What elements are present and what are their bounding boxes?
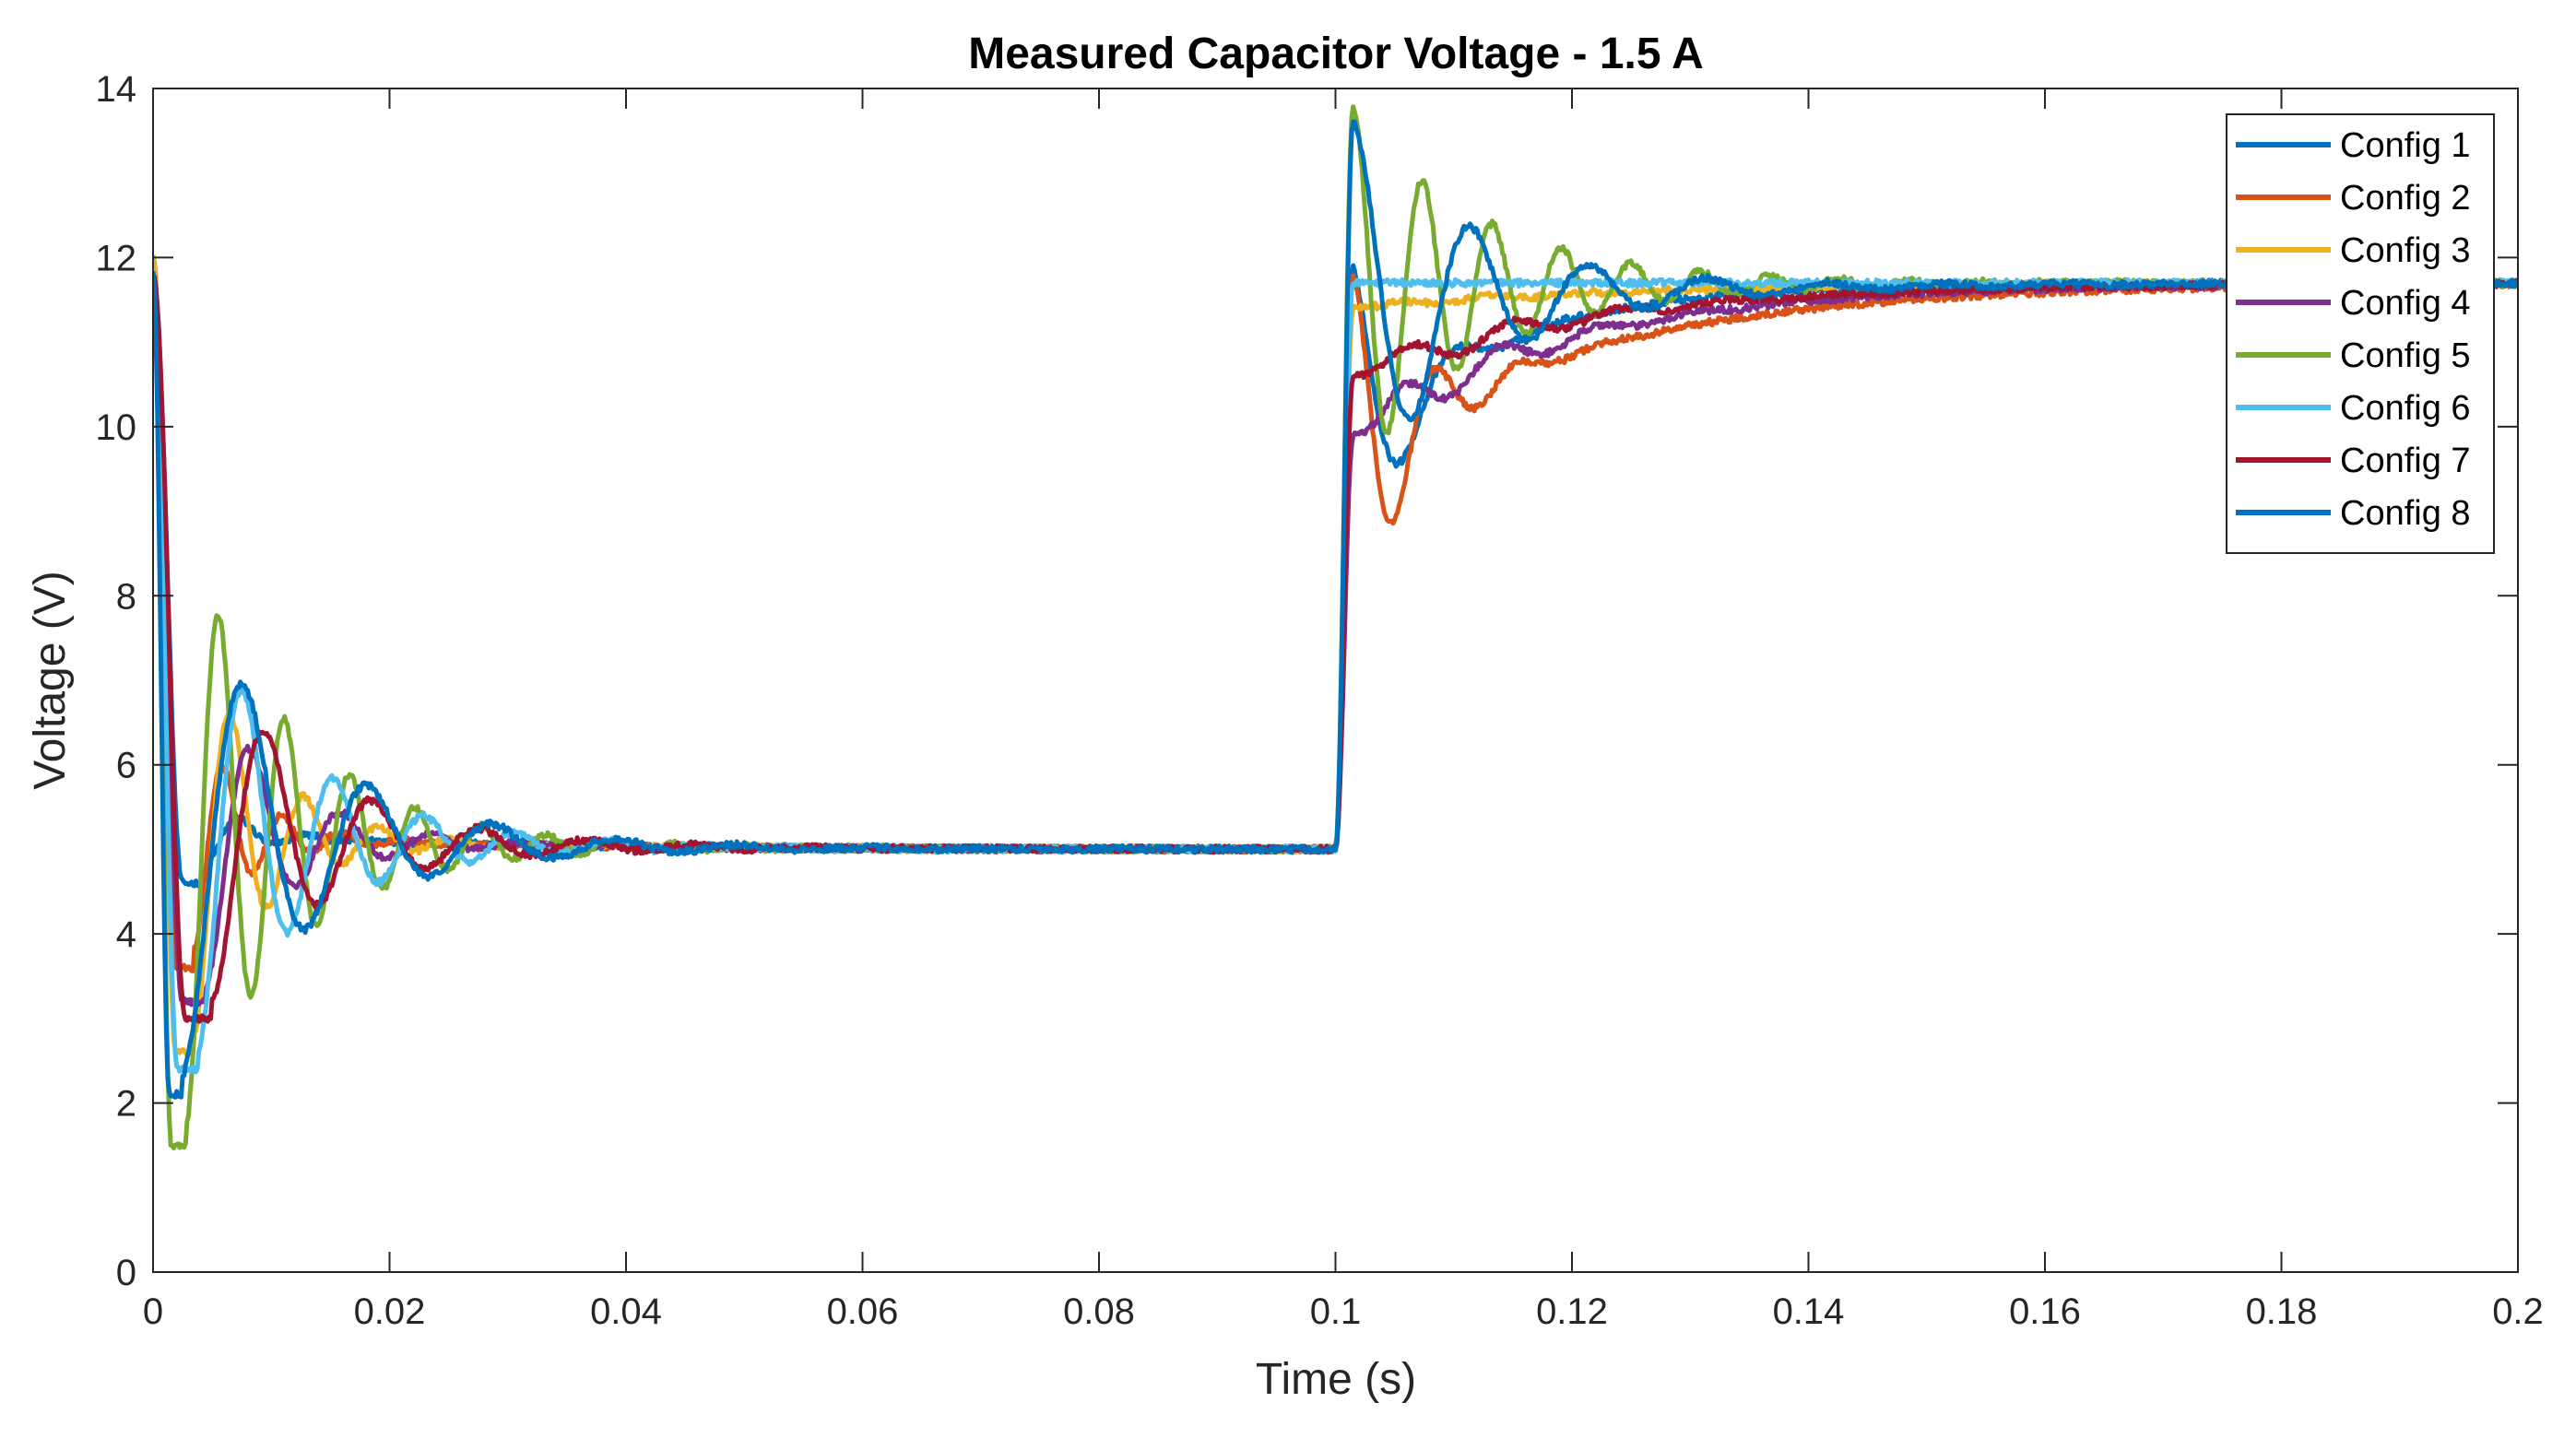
chart-title: Measured Capacitor Voltage - 1.5 A [968, 29, 1704, 78]
y-tick-label: 4 [116, 914, 136, 955]
x-axis-label: Time (s) [1256, 1355, 1416, 1404]
legend: Config 1 Config 2 Config 3 Config 4 Config 5… [2226, 113, 2495, 554]
y-tick-label: 12 [96, 238, 137, 278]
legend-label: Config 3 [2340, 231, 2471, 270]
x-tick-label: 0.14 [1773, 1291, 1845, 1332]
series-line-8 [153, 119, 2518, 1100]
x-tick-label: 0.18 [2246, 1291, 2318, 1332]
x-tick-label: 0.04 [590, 1291, 662, 1332]
legend-label: Config 6 [2340, 389, 2471, 428]
x-tick-label: 0.2 [2492, 1291, 2544, 1332]
y-tick-label: 8 [116, 576, 136, 617]
x-tick-label: 0.02 [354, 1291, 426, 1332]
x-axis: 0 0.02 0.04 0.06 0.08 0.1 0.12 0.14 0.16 0.18 0.2 [143, 88, 2544, 1332]
y-tick-label: 2 [116, 1084, 136, 1125]
legend-label: Config 8 [2340, 494, 2471, 533]
x-tick-label: 0.1 [1310, 1291, 1362, 1332]
x-tick-label: 0.16 [2009, 1291, 2081, 1332]
legend-label: Config 4 [2340, 284, 2471, 323]
x-tick-label: 0.06 [827, 1291, 899, 1332]
plot-background [153, 88, 2518, 1272]
y-tick-label: 10 [96, 407, 137, 448]
y-axis: 0 2 4 6 8 10 12 14 [96, 69, 2518, 1293]
y-tick-label: 0 [116, 1253, 136, 1293]
y-tick-label: 6 [116, 746, 136, 786]
plot-area [152, 88, 2519, 1273]
series-group [153, 104, 2518, 1150]
legend-label: Config 5 [2340, 336, 2471, 375]
y-tick-label: 14 [96, 69, 137, 110]
x-tick-label: 0 [143, 1291, 163, 1332]
legend-label: Config 1 [2340, 126, 2471, 165]
x-tick-label: 0.12 [1536, 1291, 1608, 1332]
y-axis-label: Voltage (V) [26, 571, 75, 789]
x-tick-label: 0.08 [1063, 1291, 1135, 1332]
legend-label: Config 2 [2340, 179, 2471, 218]
legend-label: Config 7 [2340, 442, 2471, 480]
legend-box [2226, 113, 2495, 554]
